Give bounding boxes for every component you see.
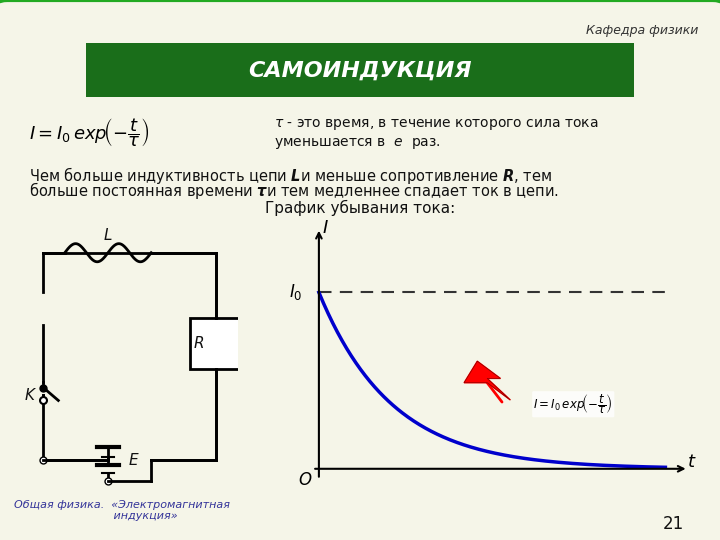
Text: $L$: $L$ — [103, 227, 113, 242]
Text: Общая физика.  «Электромагнитная
             индукция»: Общая физика. «Электромагнитная индукция… — [14, 500, 230, 521]
Text: График убывания тока:: График убывания тока: — [265, 200, 455, 216]
Bar — [190, 318, 242, 369]
Text: больше постоянная времени $\boldsymbol{\tau}$и тем медленнее спадает ток в цепи.: больше постоянная времени $\boldsymbol{\… — [29, 180, 559, 200]
Text: $I = I_0\,exp\!\left(-\dfrac{t}{\tau}\right)$: $I = I_0\,exp\!\left(-\dfrac{t}{\tau}\ri… — [534, 393, 613, 416]
Text: $O$: $O$ — [299, 470, 313, 489]
Text: 21: 21 — [662, 515, 684, 533]
Text: $E$: $E$ — [128, 452, 140, 468]
Text: Чем больше индуктивность цепи $\boldsymbol{L}$и меньше сопротивление $\boldsymbo: Чем больше индуктивность цепи $\boldsymb… — [29, 165, 552, 186]
Text: $R$: $R$ — [193, 335, 204, 352]
FancyBboxPatch shape — [59, 40, 661, 100]
Text: $K$: $K$ — [24, 387, 37, 403]
Polygon shape — [464, 361, 510, 400]
Text: САМОИНДУКЦИЯ: САМОИНДУКЦИЯ — [248, 60, 472, 80]
Text: $I$: $I$ — [322, 219, 329, 237]
Text: уменьшается в  $e$  раз.: уменьшается в $e$ раз. — [274, 136, 440, 151]
Text: $\tau$ - это время, в течение которого сила тока: $\tau$ - это время, в течение которого с… — [274, 117, 598, 132]
Text: Кафедра физики: Кафедра физики — [586, 24, 698, 37]
Text: $I_0$: $I_0$ — [289, 282, 302, 302]
Text: $t$: $t$ — [687, 454, 697, 471]
Text: $I = I_0\, exp\!\left(-\dfrac{t}{\tau}\right)$: $I = I_0\, exp\!\left(-\dfrac{t}{\tau}\r… — [29, 116, 149, 149]
